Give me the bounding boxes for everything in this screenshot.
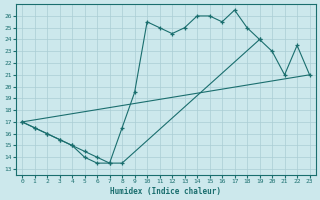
X-axis label: Humidex (Indice chaleur): Humidex (Indice chaleur) xyxy=(110,187,221,196)
